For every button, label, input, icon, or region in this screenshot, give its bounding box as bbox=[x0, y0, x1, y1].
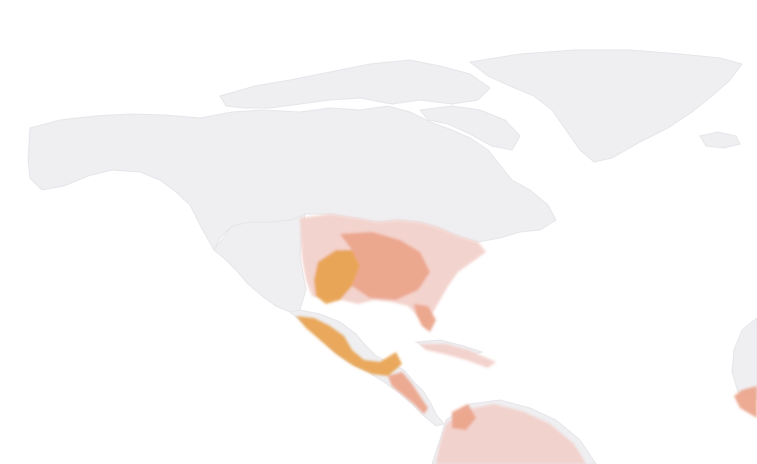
region-africa-base bbox=[731, 317, 757, 401]
region-central-america bbox=[388, 372, 428, 414]
region-colombia-hot bbox=[452, 404, 476, 430]
region-mexico bbox=[296, 316, 402, 376]
region-baffin bbox=[419, 105, 521, 151]
region-florida bbox=[414, 304, 436, 332]
region-western-us bbox=[213, 213, 307, 313]
data-layer bbox=[296, 214, 757, 464]
region-arctic-archipelago bbox=[219, 59, 491, 109]
region-caribbean-islands bbox=[420, 344, 496, 368]
region-greenland bbox=[468, 49, 743, 163]
region-iceland bbox=[699, 131, 741, 149]
region-west-africa-edge bbox=[734, 386, 757, 418]
region-central-plains bbox=[340, 232, 430, 300]
region-texas-great-plains bbox=[314, 250, 360, 304]
